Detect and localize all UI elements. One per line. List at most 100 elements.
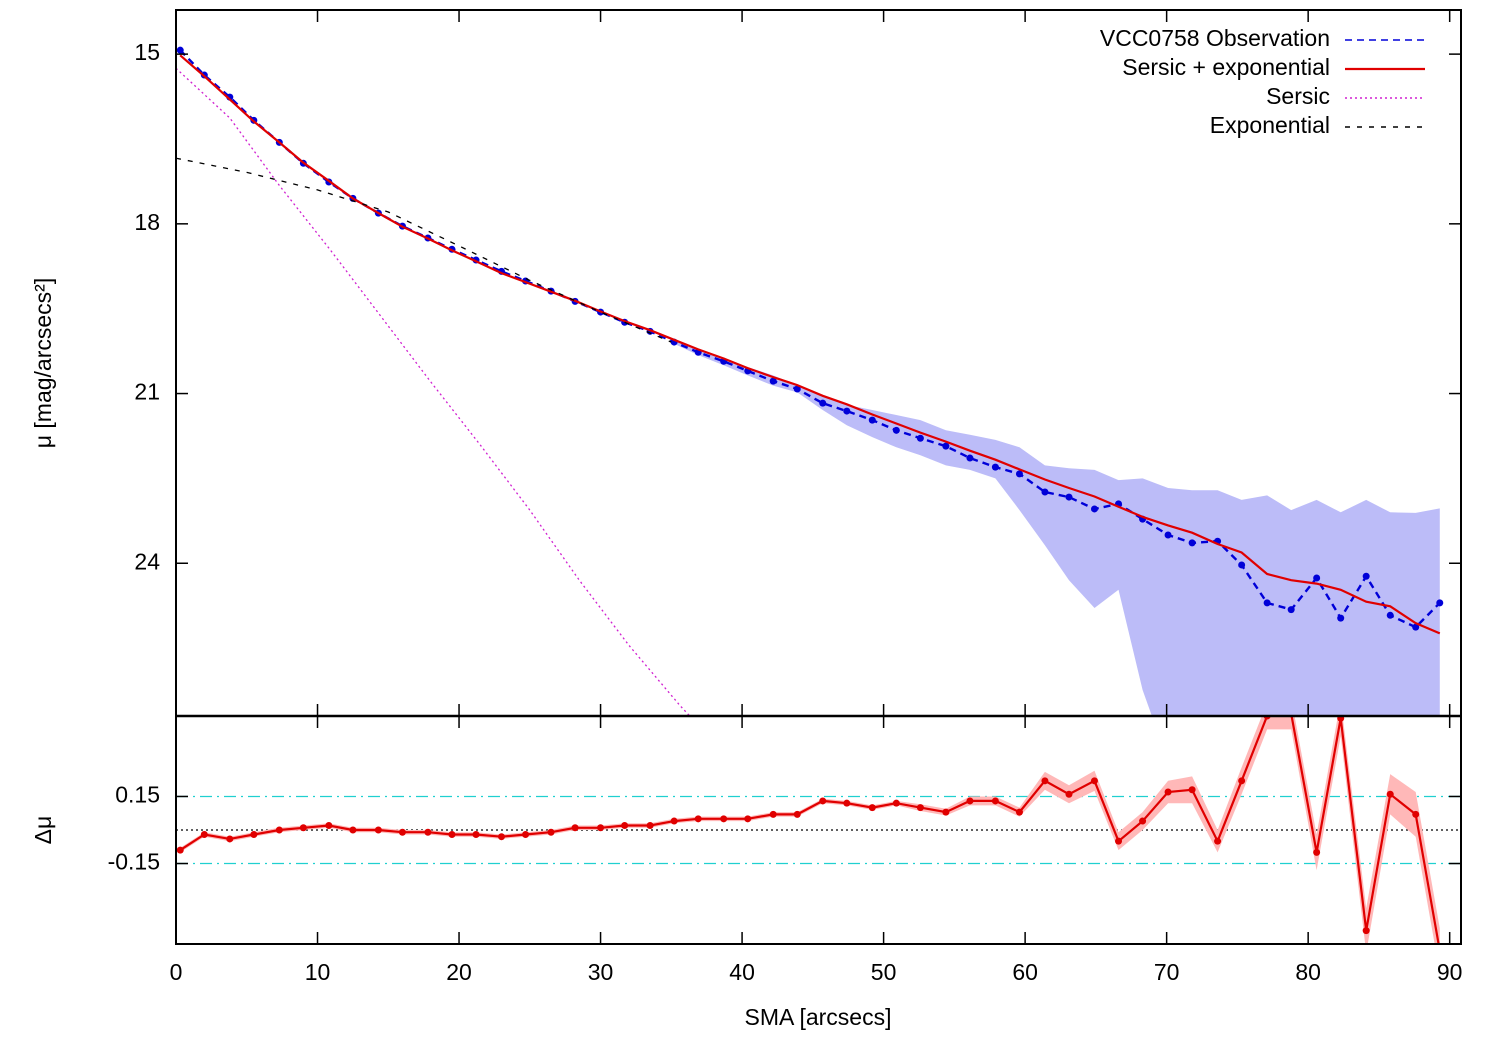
data-point [1238, 561, 1246, 569]
data-point [250, 830, 258, 838]
data-point [942, 808, 950, 816]
data-point [571, 824, 579, 832]
x-tick-label: 40 [729, 959, 755, 985]
data-point [1386, 611, 1394, 619]
x-axis-label: SMA [arcsecs] [745, 1004, 892, 1030]
x-tick-label: 50 [871, 959, 897, 985]
y-tick-label: 18 [134, 209, 160, 235]
data-point [843, 407, 851, 415]
data-point [374, 826, 382, 834]
data-point [991, 797, 999, 805]
data-point [226, 835, 234, 843]
data-point [1041, 488, 1049, 496]
data-point [942, 442, 950, 450]
data-point [275, 826, 283, 834]
data-point [597, 824, 605, 832]
data-point [744, 815, 752, 823]
data-point [892, 426, 900, 434]
data-point [1238, 777, 1246, 785]
data-point [497, 833, 505, 841]
data-point [1436, 599, 1444, 607]
data-point [1065, 790, 1073, 798]
data-point [1362, 927, 1370, 935]
data-point [720, 815, 728, 823]
y-tick-label: -0.15 [108, 849, 160, 875]
data-point [1362, 572, 1370, 580]
data-point [1164, 531, 1172, 539]
data-point [991, 463, 999, 471]
data-point [819, 797, 827, 805]
y-axis-label: Δμ [30, 816, 56, 845]
residual-error-band [180, 716, 1440, 944]
plot-frame [175, 9, 1462, 945]
legend-label: Exponential [1210, 112, 1330, 138]
data-point [448, 830, 456, 838]
data-point [1337, 716, 1345, 722]
top-plot [176, 46, 1444, 716]
data-point [1313, 574, 1321, 582]
error-band [674, 339, 1440, 716]
x-tick-label: 70 [1154, 959, 1180, 985]
data-point [424, 828, 432, 836]
data-point [1015, 470, 1023, 478]
data-point [1412, 623, 1420, 631]
y-tick-label: 24 [134, 548, 160, 574]
series-line [176, 157, 672, 343]
data-point [966, 454, 974, 462]
data-point [670, 817, 678, 825]
data-point [1164, 788, 1172, 796]
data-point [547, 828, 555, 836]
data-point [819, 399, 827, 407]
data-point [621, 822, 629, 830]
y-axis-label: μ [mag/arcsecs²] [30, 278, 56, 448]
y-tick-label: 15 [134, 39, 160, 65]
y-tick-label: 0.15 [115, 782, 160, 808]
data-point [646, 822, 654, 830]
data-point [1090, 777, 1098, 785]
data-point [299, 824, 307, 832]
data-point [966, 797, 974, 805]
data-point [1065, 493, 1073, 501]
y-tick-label: 21 [134, 379, 160, 405]
x-tick-label: 90 [1437, 959, 1463, 985]
data-point [892, 799, 900, 807]
data-point [1214, 837, 1222, 845]
data-point [868, 416, 876, 424]
data-point [349, 826, 357, 834]
x-tick-label: 20 [446, 959, 472, 985]
data-point [1263, 599, 1271, 607]
series-line [176, 67, 691, 716]
data-point [694, 815, 702, 823]
data-point [472, 830, 480, 838]
series-line [179, 49, 1441, 629]
data-point [769, 377, 777, 385]
series-line [179, 716, 1440, 944]
bottom-plot [176, 716, 1461, 954]
x-tick-label: 60 [1012, 959, 1038, 985]
data-point [522, 830, 530, 838]
data-point [176, 46, 184, 54]
x-tick-label: 80 [1295, 959, 1321, 985]
legend-label: Sersic + exponential [1122, 54, 1330, 80]
x-tick-label: 30 [588, 959, 614, 985]
legend-label: VCC0758 Observation [1100, 25, 1330, 51]
data-point [1015, 808, 1023, 816]
data-point [1139, 817, 1147, 825]
legend-label: Sersic [1266, 83, 1330, 109]
data-point [1041, 777, 1049, 785]
data-point [916, 434, 924, 442]
data-point [916, 804, 924, 812]
axes: 15 18 21 24 VCC0758 Observation Sersic + expo… [108, 9, 1463, 985]
data-point [1287, 606, 1295, 614]
data-point [398, 828, 406, 836]
data-point [1188, 786, 1196, 794]
data-point [176, 846, 184, 854]
data-point [200, 830, 208, 838]
data-point [769, 810, 777, 818]
data-point [1337, 614, 1345, 622]
data-point [1436, 947, 1443, 954]
data-point [1188, 539, 1196, 547]
data-point [1090, 505, 1098, 513]
data-point [1313, 848, 1321, 856]
